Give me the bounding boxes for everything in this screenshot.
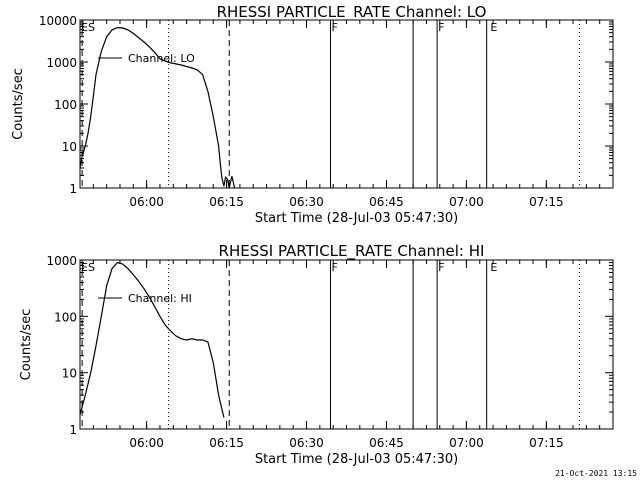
panel1-marker-label: ES — [81, 21, 95, 34]
panel1-legend-label: Channel: LO — [128, 52, 195, 65]
panel1-x-tick-label: 06:15 — [209, 195, 244, 209]
panel2-series-line — [79, 261, 225, 418]
panel2-y-tick-label: 100 — [54, 310, 77, 324]
panel1-marker-label: F — [332, 21, 338, 34]
panel2-marker-label: ES — [81, 261, 95, 274]
panel2-x-tick-label: 06:30 — [289, 436, 324, 450]
panel1-x-tick-label: 07:15 — [529, 195, 564, 209]
panel1-y-tick-label: 10000 — [39, 14, 77, 28]
panel2-y-tick-label: 1 — [69, 423, 77, 437]
panel1-x-tick-label: 06:45 — [369, 195, 404, 209]
panel2-y-axis-label: Counts/sec — [19, 309, 34, 381]
panel1-marker-label: F — [438, 21, 444, 34]
panel1-x-tick-label: 06:30 — [289, 195, 324, 209]
panel2-marker-label: E — [490, 261, 497, 274]
panel2-x-tick-label: 06:00 — [129, 436, 164, 450]
panel1-y-tick-label: 1000 — [46, 56, 77, 70]
panel1-plot-frame — [79, 19, 614, 189]
panel1-series-line — [79, 26, 236, 189]
panel2-y-tick-label: 10 — [62, 367, 77, 381]
panel1-y-tick-label: 10 — [62, 140, 77, 154]
panel1-marker-label: E — [490, 21, 497, 34]
panel2-x-tick-label: 07:15 — [529, 436, 564, 450]
panel1-x-axis-label: Start Time (28-Jul-03 05:47:30) — [255, 211, 458, 226]
panel1-x-tick-label: 07:00 — [449, 195, 484, 209]
panel1-x-tick-label: 06:00 — [129, 195, 164, 209]
panel1-y-axis-label: Counts/sec — [11, 68, 26, 140]
panel2-y-tick-label: 1000 — [46, 254, 77, 268]
panel1-y-tick-label: 1 — [69, 182, 77, 196]
panel2-x-tick-label: 06:45 — [369, 436, 404, 450]
panel2-x-axis-label: Start Time (28-Jul-03 05:47:30) — [255, 452, 458, 467]
panel2-x-tick-label: 07:00 — [449, 436, 484, 450]
panel2-x-tick-label: 06:15 — [209, 436, 244, 450]
panel2-marker-label: F — [332, 261, 338, 274]
panel1-y-tick-label: 100 — [54, 98, 77, 112]
panel2-marker-label: F — [438, 261, 444, 274]
timestamp: 21-Oct-2021 13:15 — [555, 469, 637, 478]
panel2-legend-label: Channel: HI — [128, 292, 192, 305]
panel1-chart-title: RHESSI PARTICLE_RATE Channel: LO — [217, 3, 487, 22]
panel2-chart-title: RHESSI PARTICLE_RATE Channel: HI — [219, 242, 485, 261]
panel2-plot-frame — [79, 259, 614, 430]
